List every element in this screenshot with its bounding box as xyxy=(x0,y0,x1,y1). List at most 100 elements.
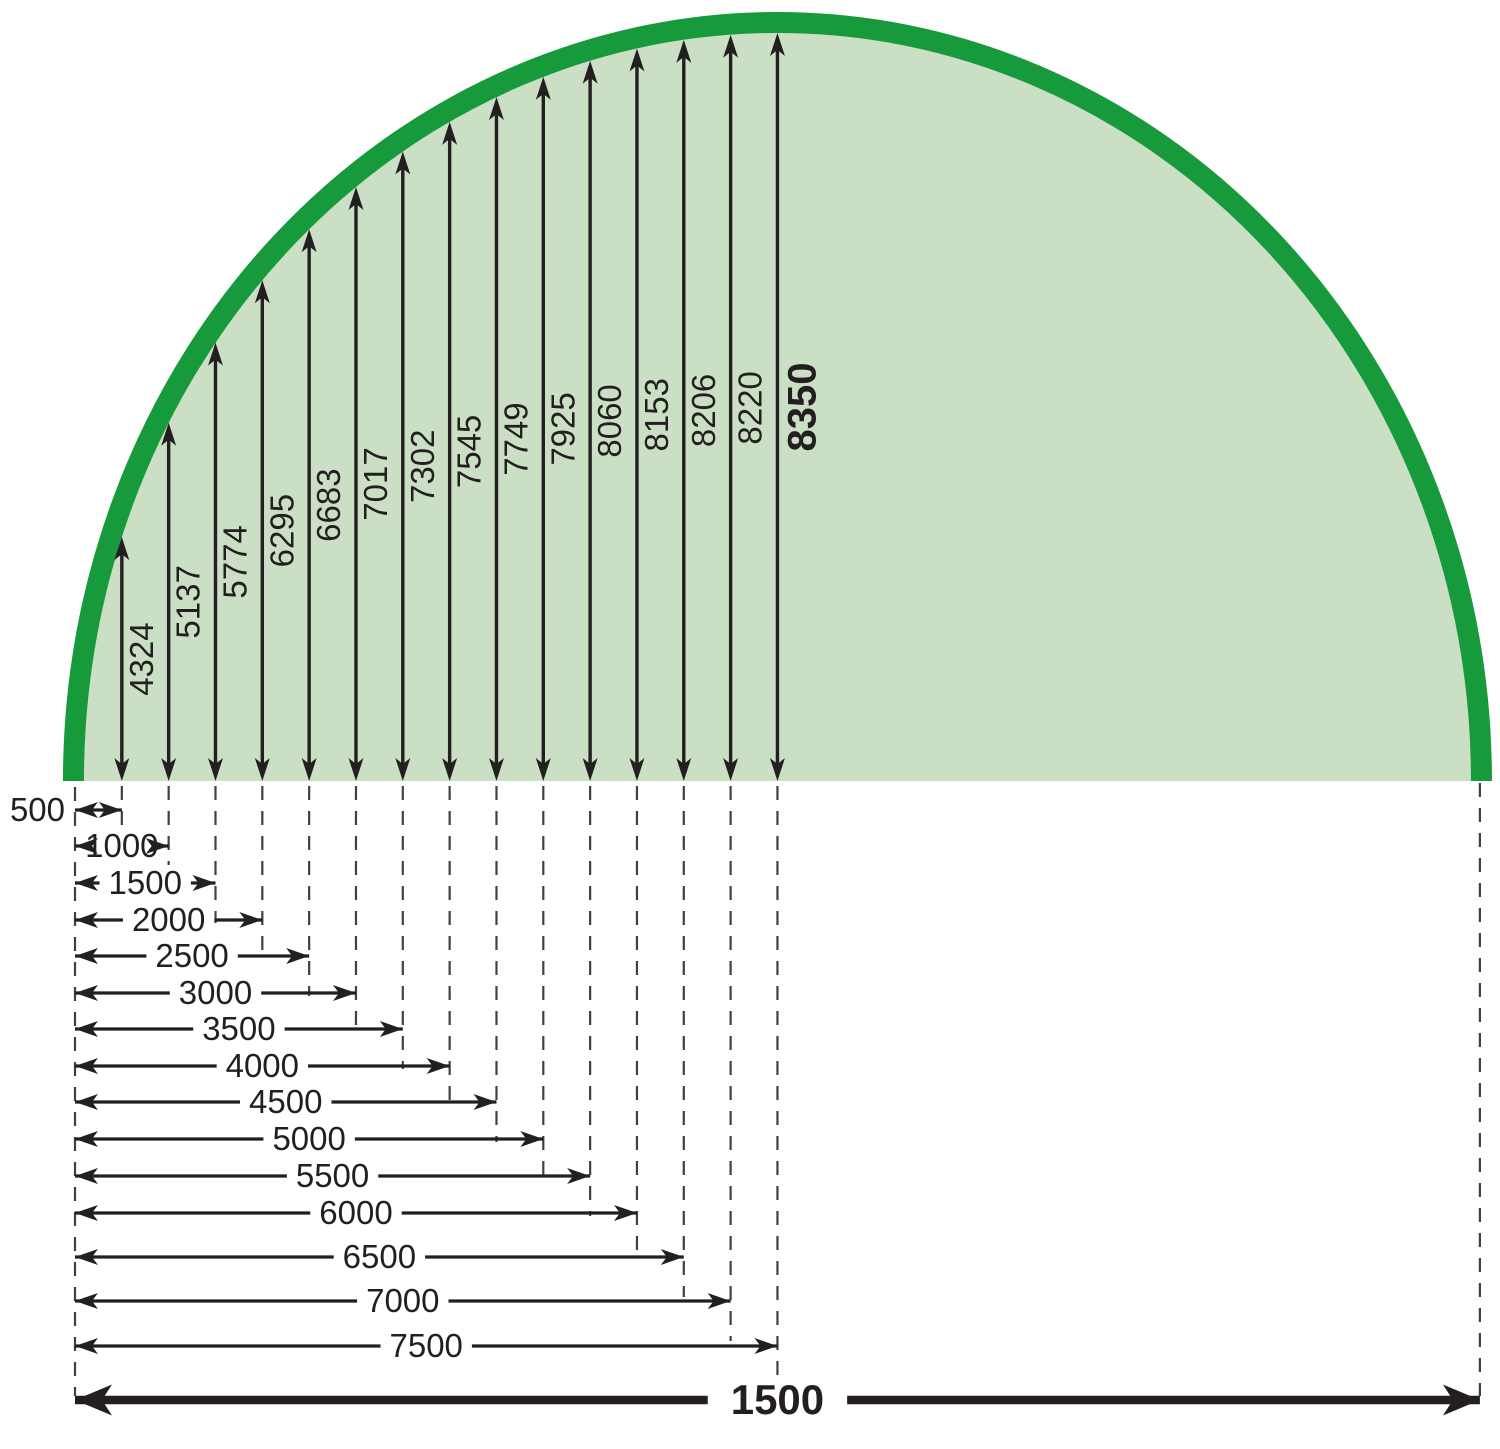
height-label: 8350 xyxy=(780,363,824,452)
arrowhead-left xyxy=(75,1021,98,1037)
arrowhead-up xyxy=(301,229,317,253)
arrowhead-right xyxy=(145,838,169,854)
label-knockout xyxy=(240,1084,332,1120)
arrowhead-up xyxy=(114,537,130,561)
width-dimension: 6000 xyxy=(75,1194,637,1231)
width-label: 5500 xyxy=(296,1157,369,1194)
arrowhead-right xyxy=(286,948,310,964)
total-width-dimension: 1500 xyxy=(75,1375,1480,1425)
label-knockout xyxy=(263,1121,355,1157)
width-dimension: 4000 xyxy=(75,1047,450,1084)
arrowhead-right xyxy=(98,802,122,818)
label-knockout xyxy=(357,1283,449,1319)
height-label: 8060 xyxy=(591,384,628,457)
arrowhead-right xyxy=(520,1131,544,1147)
arrowhead-right xyxy=(754,1338,778,1354)
arrowhead-left xyxy=(75,948,98,964)
label-knockout xyxy=(310,1195,402,1231)
height-dimension: 6295 xyxy=(254,280,300,781)
arrowhead-up xyxy=(442,121,458,145)
arrowhead-down xyxy=(114,758,130,781)
height-label: 5137 xyxy=(170,565,207,638)
arrowhead-down xyxy=(301,758,317,781)
arrowhead-right xyxy=(473,1094,497,1110)
arrowhead-down xyxy=(535,758,551,781)
arrowhead-down xyxy=(629,758,645,781)
arrowhead-right xyxy=(613,1205,637,1221)
arrowhead-right xyxy=(426,1058,450,1074)
width-label: 3000 xyxy=(179,974,252,1011)
height-dimension: 8153 xyxy=(629,48,675,781)
arrowhead-up xyxy=(629,48,645,72)
height-dimension: 6683 xyxy=(301,229,347,781)
width-dimension: 500 xyxy=(10,791,122,828)
width-dimension: 4500 xyxy=(75,1083,497,1120)
arrowhead-up xyxy=(676,39,692,63)
height-label: 7925 xyxy=(544,392,581,465)
label-knockout xyxy=(286,1158,379,1194)
arrowhead-up xyxy=(207,342,223,366)
arrowhead-down xyxy=(488,758,504,781)
label-knockout xyxy=(146,938,238,974)
height-label: 7302 xyxy=(404,430,441,503)
arrowhead-left xyxy=(75,802,98,818)
arrowhead-left xyxy=(75,1058,98,1074)
height-label: 6683 xyxy=(310,468,347,541)
arrowhead-down xyxy=(442,758,458,781)
arrowhead-left xyxy=(75,875,98,891)
arrowhead-down xyxy=(769,758,785,781)
label-knockout xyxy=(380,1328,472,1364)
arrowhead-up xyxy=(582,60,598,84)
width-dimension: 1500 xyxy=(75,864,216,901)
arrowhead-up xyxy=(348,186,364,210)
height-label: 8206 xyxy=(685,374,722,447)
arrowhead-left xyxy=(75,1293,98,1309)
height-dimension: 8220 xyxy=(723,34,769,781)
height-dimension: 8206 xyxy=(676,39,722,781)
label-knockout xyxy=(193,1011,285,1047)
width-dimension: 2000 xyxy=(75,901,263,938)
arrowhead-up xyxy=(723,34,739,58)
width-label: 6500 xyxy=(343,1238,416,1275)
label-knockout xyxy=(707,1375,848,1425)
arrowhead-left xyxy=(75,1094,98,1110)
arrowhead-left xyxy=(75,1205,98,1221)
width-dimension: 5000 xyxy=(75,1120,544,1157)
arrowhead-left xyxy=(75,1384,112,1416)
width-dimension: 3000 xyxy=(75,974,356,1011)
height-label: 7017 xyxy=(357,447,394,520)
width-label: 2500 xyxy=(155,937,228,974)
arrowhead-left xyxy=(75,838,98,854)
arrowhead-up xyxy=(161,422,177,446)
label-knockout xyxy=(169,975,262,1011)
width-label: 2000 xyxy=(132,901,205,938)
arrowhead-up xyxy=(535,76,551,100)
arrowhead-right xyxy=(192,875,216,891)
height-label: 7545 xyxy=(451,415,488,488)
height-label: 7749 xyxy=(497,402,534,475)
width-label: 1500 xyxy=(109,864,182,901)
arrowhead-up xyxy=(395,151,411,175)
arrowhead-right xyxy=(332,985,356,1001)
height-dimension: 8060 xyxy=(582,60,628,781)
width-label: 5000 xyxy=(272,1120,345,1157)
width-dimension: 3500 xyxy=(75,1010,403,1047)
height-dimension: 5774 xyxy=(207,342,253,781)
label-knockout xyxy=(216,1048,309,1084)
arrowhead-up xyxy=(769,33,785,56)
width-label: 500 xyxy=(10,791,65,828)
label-knockout xyxy=(88,828,156,864)
arrowhead-right xyxy=(567,1168,591,1184)
width-label: 1000 xyxy=(85,827,158,864)
width-dimension: 2500 xyxy=(75,937,310,974)
height-dimension: 7925 xyxy=(535,76,581,781)
width-label: 4000 xyxy=(226,1047,299,1084)
width-dimension: 7500 xyxy=(75,1327,778,1364)
total-width-label: 1500 xyxy=(731,1376,824,1423)
arrowhead-right xyxy=(379,1021,403,1037)
arrowhead-down xyxy=(207,758,223,781)
height-dimension: 7017 xyxy=(348,186,394,781)
arrowhead-down xyxy=(161,758,177,781)
label-knockout xyxy=(99,865,191,901)
